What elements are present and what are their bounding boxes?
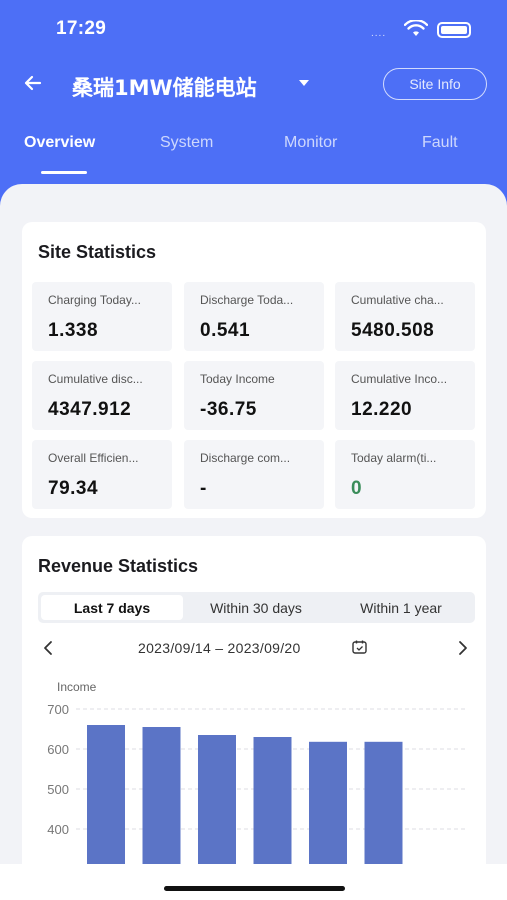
tab-fault[interactable]: Fault — [422, 134, 458, 151]
date-range-row: 2023/09/14 – 2023/09/20 — [38, 636, 475, 660]
y-tick-label: 500 — [47, 782, 69, 797]
stat-cumulative-discharge: Cumulative disc... 4347.912 — [32, 361, 172, 430]
stat-label: Discharge com... — [200, 451, 291, 465]
stat-cumulative-income: Cumulative Inco... 12.220 — [335, 361, 475, 430]
nav-bar: 桑瑞1MW储能电站 Site Info — [0, 64, 507, 108]
stat-value: 5480.508 — [351, 320, 435, 341]
site-statistics-title: Site Statistics — [38, 242, 157, 262]
calendar-icon[interactable] — [352, 640, 367, 654]
stat-label: Cumulative disc... — [48, 372, 143, 386]
battery-icon — [437, 22, 471, 38]
tab-system[interactable]: System — [160, 134, 214, 151]
stat-label: Cumulative Inco... — [351, 372, 448, 386]
tab-monitor[interactable]: Monitor — [284, 134, 338, 151]
stat-label: Today alarm(ti... — [351, 451, 437, 465]
tab-bar: Overview System Monitor Fault — [0, 134, 507, 176]
site-info-button[interactable]: Site Info — [383, 68, 487, 100]
y-tick-label: 400 — [47, 822, 69, 837]
stat-label: Discharge Toda... — [200, 293, 294, 307]
caret-down-icon[interactable] — [299, 80, 309, 86]
stat-charging-today: Charging Today... 1.338 — [32, 282, 172, 351]
tab-overview[interactable]: Overview — [24, 134, 96, 151]
tab-indicator — [41, 171, 87, 174]
chevron-left-icon[interactable] — [42, 640, 54, 656]
y-axis-label: Income — [57, 680, 97, 694]
stat-value: 0.541 — [200, 320, 251, 341]
site-name[interactable]: 桑瑞1MW储能电站 — [72, 76, 257, 100]
stat-value: 12.220 — [351, 399, 413, 420]
status-time: 17:29 — [56, 18, 107, 39]
stat-value: 79.34 — [48, 478, 99, 499]
segment-within-30-days[interactable]: Within 30 days — [210, 599, 302, 616]
stat-discharge-today: Discharge Toda... 0.541 — [184, 282, 324, 351]
y-tick-label: 600 — [47, 742, 69, 757]
y-tick-label: 700 — [47, 702, 69, 717]
stat-value: 1.338 — [48, 320, 99, 341]
arrow-left-icon[interactable] — [22, 72, 44, 94]
stat-today-alarm: Today alarm(ti... 0 — [335, 440, 475, 509]
stat-value: 0 — [351, 478, 363, 499]
site-statistics-card: Site Statistics Charging Today... 1.338 … — [22, 222, 486, 518]
revenue-statistics-title: Revenue Statistics — [38, 556, 199, 576]
stat-cumulative-charge: Cumulative cha... 5480.508 — [335, 282, 475, 351]
stat-label: Overall Efficien... — [48, 451, 139, 465]
header: 17:29 .... 桑瑞1MW储能电站 Site Info Overview … — [0, 0, 507, 190]
stat-today-income: Today Income -36.75 — [184, 361, 324, 430]
content-sheet: Site Statistics Charging Today... 1.338 … — [0, 184, 507, 900]
date-range-text[interactable]: 2023/09/14 – 2023/09/20 — [138, 640, 301, 656]
chevron-right-icon[interactable] — [457, 640, 469, 656]
stat-overall-efficiency: Overall Efficien... 79.34 — [32, 440, 172, 509]
stat-discharge-completion: Discharge com... - — [184, 440, 324, 509]
home-indicator — [164, 886, 345, 891]
stat-value: -36.75 — [200, 399, 257, 420]
bottom-safe-area — [0, 864, 507, 900]
wifi-icon — [404, 20, 428, 36]
stat-label: Charging Today... — [48, 293, 141, 307]
stat-value: - — [200, 478, 207, 499]
status-bar: 17:29 .... — [0, 18, 507, 42]
segment-within-1-year[interactable]: Within 1 year — [360, 599, 442, 616]
period-segment: Last 7 days Within 30 days Within 1 year — [38, 592, 475, 623]
segment-last-7-days[interactable]: Last 7 days — [41, 595, 183, 620]
signal-icon: .... — [371, 28, 387, 39]
revenue-statistics-card: Revenue Statistics Last 7 days Within 30… — [22, 536, 486, 900]
stat-value: 4347.912 — [48, 399, 132, 420]
stat-label: Today Income — [200, 372, 275, 386]
stat-label: Cumulative cha... — [351, 293, 444, 307]
